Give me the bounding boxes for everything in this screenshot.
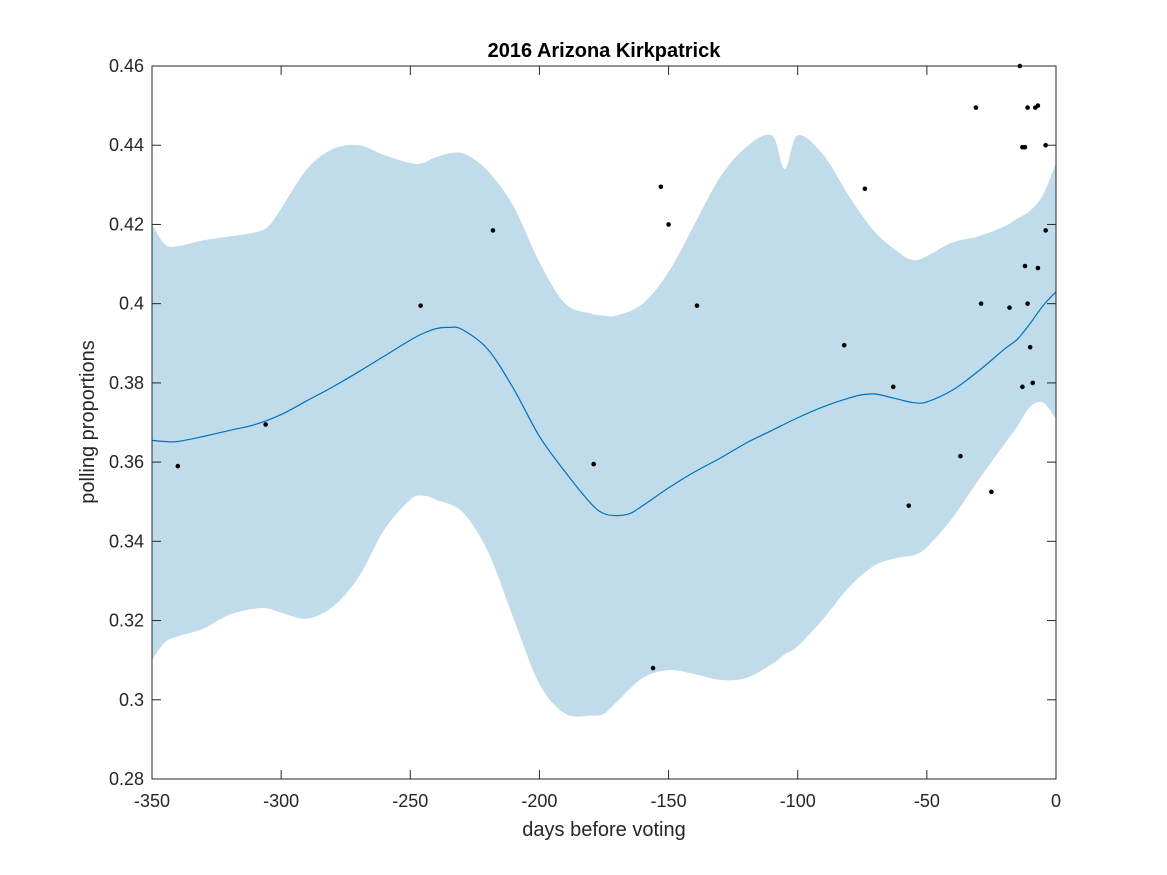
data-point <box>1025 105 1030 110</box>
data-point <box>650 665 656 671</box>
data-point <box>1022 263 1028 269</box>
y-tick-label: 0.4 <box>119 294 144 314</box>
data-point <box>1030 380 1036 386</box>
axes: -350 -300 -250 -200 -150 -100 -50 0 0.28 0.3 0.32 0… <box>109 56 1061 811</box>
x-tick-label: -300 <box>263 791 299 811</box>
data-point <box>841 342 847 348</box>
x-tick-label: -200 <box>521 791 557 811</box>
plot-area <box>151 63 1057 717</box>
y-tick-label: 0.3 <box>119 690 144 710</box>
series-line-0 <box>151 291 1057 517</box>
confidence-band <box>152 134 1056 717</box>
data-point <box>978 301 984 306</box>
data-point <box>175 463 181 469</box>
x-tick-label: -100 <box>780 791 816 811</box>
data-point <box>1025 301 1030 306</box>
y-tick-label: 0.34 <box>109 531 144 551</box>
data-point <box>1043 142 1048 148</box>
data-point <box>862 186 868 192</box>
data-point <box>890 384 896 390</box>
data-point <box>1043 228 1048 233</box>
y-tick-label: 0.38 <box>109 373 144 393</box>
data-point <box>263 422 268 427</box>
y-axis-label: polling proportions <box>77 340 99 503</box>
data-point <box>1020 384 1025 390</box>
data-point <box>906 503 912 508</box>
data-point <box>989 489 994 495</box>
data-point <box>490 228 496 233</box>
y-tick-label: 0.28 <box>109 769 144 789</box>
x-tick-label: -50 <box>914 791 940 811</box>
x-axis-label: days before voting <box>522 819 685 841</box>
data-point <box>958 453 963 459</box>
y-tick-label: 0.42 <box>109 214 144 234</box>
data-point <box>418 303 423 308</box>
data-point <box>1035 265 1041 271</box>
data-point <box>1027 344 1033 350</box>
data-point <box>1035 103 1041 108</box>
data-point <box>973 105 979 110</box>
x-tick-label: -150 <box>651 791 687 811</box>
data-point <box>1022 144 1028 150</box>
data-point <box>1007 305 1012 310</box>
data-point <box>591 461 596 467</box>
y-tick-label: 0.46 <box>109 56 144 76</box>
data-point <box>694 303 700 308</box>
y-tick-label: 0.44 <box>109 135 144 155</box>
x-tick-label: -350 <box>134 791 170 811</box>
data-point <box>658 184 664 190</box>
x-tick-label: 0 <box>1051 791 1061 811</box>
data-point <box>666 222 671 227</box>
y-tick-label: 0.36 <box>109 452 144 472</box>
axes-box <box>151 65 1057 780</box>
y-tick-label: 0.32 <box>109 611 144 631</box>
x-tick-label: -250 <box>392 791 428 811</box>
chart-title: 2016 Arizona Kirkpatrick <box>488 40 722 62</box>
